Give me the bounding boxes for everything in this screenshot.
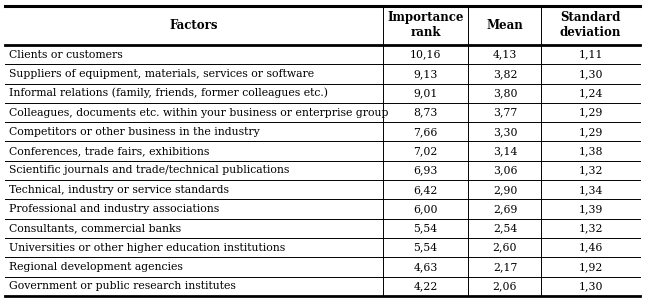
Text: 1,39: 1,39 (579, 204, 603, 214)
Text: 3,06: 3,06 (493, 165, 517, 175)
Text: 6,42: 6,42 (413, 185, 438, 195)
Text: 7,66: 7,66 (413, 127, 438, 137)
Text: 1,38: 1,38 (579, 146, 603, 156)
Text: 1,32: 1,32 (579, 165, 603, 175)
Text: Standard
deviation: Standard deviation (560, 12, 621, 39)
Text: 6,00: 6,00 (413, 204, 438, 214)
Text: 3,80: 3,80 (493, 88, 517, 98)
Text: 3,77: 3,77 (493, 108, 517, 117)
Text: 3,14: 3,14 (493, 146, 517, 156)
Text: 7,02: 7,02 (413, 146, 438, 156)
Text: Importance
rank: Importance rank (388, 12, 464, 39)
Text: 1,29: 1,29 (579, 127, 603, 137)
Text: Competitors or other business in the industry: Competitors or other business in the ind… (9, 127, 260, 137)
Text: Conferences, trade fairs, exhibitions: Conferences, trade fairs, exhibitions (9, 146, 210, 156)
Text: 6,93: 6,93 (413, 165, 438, 175)
Text: 2,69: 2,69 (493, 204, 517, 214)
Text: 1,30: 1,30 (579, 281, 603, 291)
Text: Factors: Factors (170, 19, 218, 32)
Text: 10,16: 10,16 (410, 50, 441, 59)
Text: 3,82: 3,82 (493, 69, 517, 79)
Text: 8,73: 8,73 (413, 108, 438, 117)
Text: 2,90: 2,90 (493, 185, 517, 195)
Text: Suppliers of equipment, materials, services or software: Suppliers of equipment, materials, servi… (9, 69, 314, 79)
Text: 1,24: 1,24 (579, 88, 603, 98)
Text: 1,32: 1,32 (579, 223, 603, 233)
Text: Technical, industry or service standards: Technical, industry or service standards (9, 185, 229, 195)
Text: Scientific journals and trade/technical publications: Scientific journals and trade/technical … (9, 165, 290, 175)
Text: 1,30: 1,30 (579, 69, 603, 79)
Text: 5,54: 5,54 (413, 223, 438, 233)
Text: 2,06: 2,06 (493, 281, 517, 291)
Text: Informal relations (family, friends, former colleagues etc.): Informal relations (family, friends, for… (9, 88, 328, 99)
Text: 1,92: 1,92 (579, 262, 603, 272)
Text: Universities or other higher education institutions: Universities or other higher education i… (9, 243, 285, 253)
Text: 1,46: 1,46 (579, 243, 603, 253)
Text: 5,54: 5,54 (413, 243, 438, 253)
Text: Government or public research institutes: Government or public research institutes (9, 281, 236, 291)
Text: 2,17: 2,17 (493, 262, 517, 272)
Text: 2,60: 2,60 (493, 243, 517, 253)
Text: Professional and industry associations: Professional and industry associations (9, 204, 219, 214)
Text: 1,29: 1,29 (579, 108, 603, 117)
Text: Regional development agencies: Regional development agencies (9, 262, 183, 272)
Text: 3,30: 3,30 (493, 127, 517, 137)
Text: Colleagues, documents etc. within your business or enterprise group: Colleagues, documents etc. within your b… (9, 108, 388, 117)
Text: Clients or customers: Clients or customers (9, 50, 123, 59)
Text: Mean: Mean (486, 19, 523, 32)
Text: 2,54: 2,54 (493, 223, 517, 233)
Text: 9,01: 9,01 (413, 88, 438, 98)
Text: 1,34: 1,34 (579, 185, 603, 195)
Text: Consultants, commercial banks: Consultants, commercial banks (9, 223, 181, 233)
Text: 9,13: 9,13 (413, 69, 438, 79)
Text: 4,22: 4,22 (413, 281, 438, 291)
Text: 4,63: 4,63 (413, 262, 438, 272)
Text: 4,13: 4,13 (493, 50, 517, 59)
Text: 1,11: 1,11 (579, 50, 603, 59)
